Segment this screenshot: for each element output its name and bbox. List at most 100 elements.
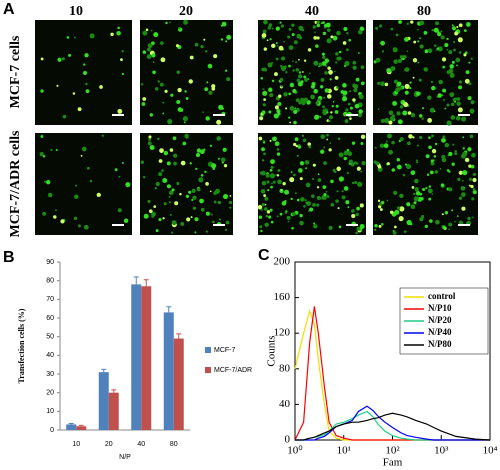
cell: [313, 222, 316, 225]
cell: [299, 177, 303, 181]
cell: [431, 193, 434, 195]
cell: [360, 81, 365, 86]
cell: [430, 161, 435, 166]
cell: [328, 119, 331, 123]
cell: [86, 166, 90, 170]
cell: [270, 220, 274, 224]
cell: [270, 159, 275, 165]
cell: [283, 40, 285, 43]
cell: [303, 75, 307, 79]
cell: [334, 70, 336, 73]
cell: [304, 199, 307, 202]
cell: [274, 105, 279, 110]
cell: [334, 76, 339, 80]
cell: [261, 110, 266, 115]
cell: [429, 219, 433, 223]
cell: [410, 170, 416, 176]
cell: [308, 145, 312, 149]
cell: [417, 40, 420, 43]
cell: [429, 107, 435, 113]
cell: [314, 114, 320, 120]
cell: [336, 30, 341, 36]
micrograph-bg: [258, 20, 366, 125]
cell: [173, 153, 178, 158]
cell: [462, 147, 465, 150]
cell: [280, 21, 282, 24]
cell: [184, 133, 189, 139]
cell: [279, 77, 284, 82]
column-header: 20: [179, 4, 193, 19]
error-bar: [176, 333, 182, 339]
cell: [392, 101, 398, 106]
cell: [200, 173, 204, 177]
cell: [266, 180, 270, 184]
cell: [374, 228, 377, 231]
cell: [276, 148, 280, 151]
cell: [458, 80, 463, 84]
cell: [427, 95, 432, 100]
cell: [177, 107, 183, 112]
cell: [390, 27, 394, 31]
cell: [264, 222, 269, 227]
cell: [293, 109, 298, 114]
cell: [207, 63, 213, 69]
cell: [457, 37, 463, 43]
cell: [158, 159, 163, 163]
cell: [377, 164, 382, 169]
cell: [169, 213, 172, 216]
cell: [301, 134, 304, 137]
cell: [444, 142, 450, 148]
cell: [404, 163, 407, 166]
cell: [295, 98, 300, 103]
cell: [305, 167, 308, 170]
cell: [472, 177, 477, 183]
cell: [377, 199, 381, 203]
error-bar: [143, 279, 149, 287]
cell: [165, 21, 168, 25]
cell: [471, 197, 475, 201]
cell: [465, 22, 471, 27]
cell: [313, 60, 319, 66]
cell: [353, 161, 357, 165]
cell: [121, 161, 124, 164]
cell: [171, 220, 177, 226]
cell: [320, 22, 323, 25]
y-tick-label: 40: [279, 398, 291, 410]
cell: [140, 83, 144, 86]
cell: [346, 171, 350, 175]
cell: [173, 161, 177, 166]
cell: [150, 29, 153, 32]
cell: [288, 64, 291, 68]
micrograph: [373, 20, 478, 126]
cell: [353, 101, 356, 104]
cell: [280, 24, 285, 28]
cell: [289, 121, 292, 124]
cell: [444, 107, 447, 110]
cell: [464, 157, 470, 163]
cell: [185, 194, 190, 198]
cell: [56, 84, 59, 87]
cell: [289, 106, 295, 111]
panel-label: C: [258, 247, 270, 264]
cell: [101, 134, 104, 137]
cell: [378, 205, 382, 209]
cell: [385, 140, 388, 143]
cell: [462, 151, 468, 157]
cell: [289, 82, 295, 88]
x-tick-label: 10⁴: [483, 445, 498, 457]
cell: [461, 116, 467, 122]
cell: [439, 168, 442, 170]
cell: [120, 58, 123, 62]
cell: [384, 117, 390, 123]
cell: [318, 62, 323, 67]
cell: [159, 82, 164, 87]
cell: [458, 196, 463, 200]
cell: [380, 81, 385, 87]
histogram-line: [295, 405, 490, 441]
cell: [276, 215, 279, 218]
bar: [131, 284, 142, 430]
cell: [449, 92, 455, 98]
cell: [467, 216, 471, 221]
cell: [285, 107, 288, 110]
cell: [396, 81, 402, 87]
